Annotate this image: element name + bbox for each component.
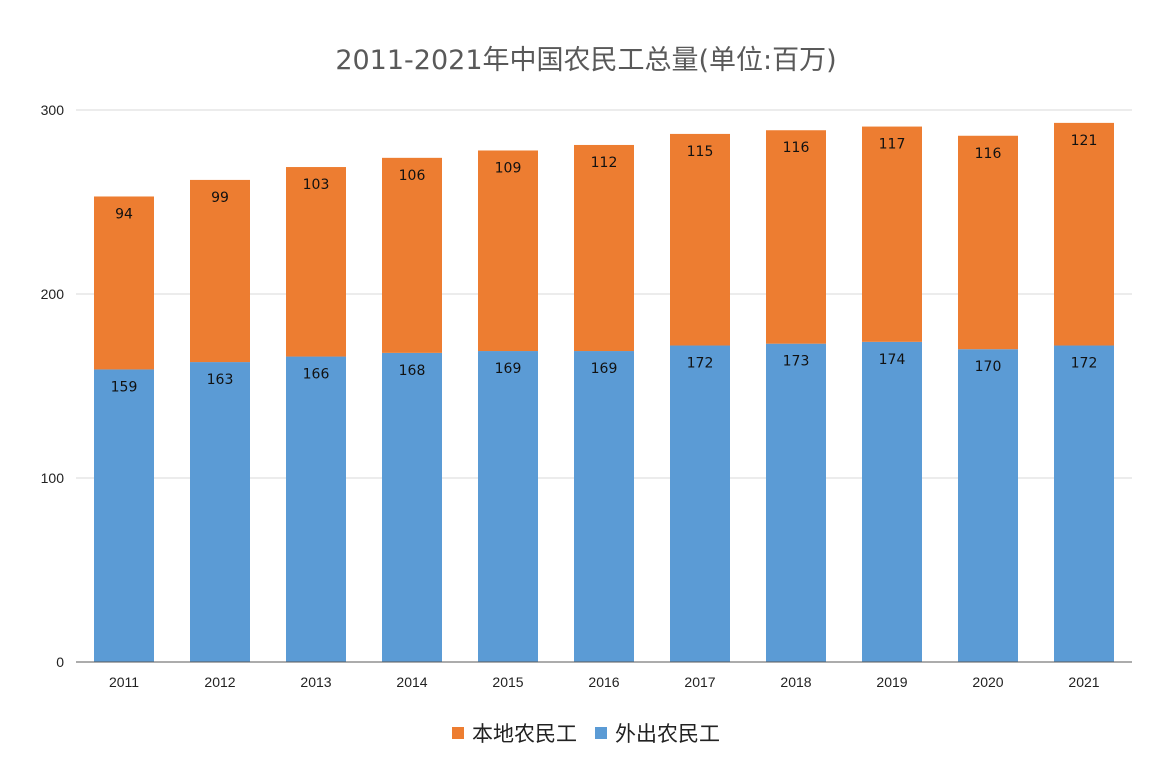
bar-migrant-2013: [286, 356, 346, 662]
data-label-migrant-2013: 166: [303, 367, 330, 383]
bar-local-2016: [574, 144, 634, 352]
chart-title: 2011-2021年中国农民工总量(单位:百万): [335, 45, 837, 76]
data-label-local-2019: 117: [879, 137, 906, 153]
x-tick-label-2019: 2019: [876, 674, 907, 690]
legend-item-migrant: 外出农民工: [595, 718, 720, 748]
legend-item-local: 本地农民工: [452, 718, 577, 748]
legend-label-local: 本地农民工: [472, 722, 577, 746]
x-tick-label-2021: 2021: [1068, 674, 1099, 690]
axes: 0 100 200 300 2011 2012 2013 2014 2015 2016 2017 20…: [41, 102, 1132, 690]
bar-migrant-2015: [478, 351, 538, 662]
bar-migrant-2020: [958, 349, 1018, 662]
bar-local-2020: [958, 135, 1018, 350]
bars: [94, 122, 1114, 662]
x-tick-label-2017: 2017: [684, 674, 715, 690]
bar-migrant-2014: [382, 352, 442, 662]
legend-swatch-migrant: [595, 727, 607, 739]
bar-migrant-2016: [574, 351, 634, 662]
data-label-migrant-2014: 168: [399, 363, 426, 379]
data-label-local-2017: 115: [687, 144, 714, 160]
data-label-migrant-2021: 172: [1071, 356, 1098, 372]
data-label-local-2016: 112: [591, 155, 618, 171]
bar-local-2011: [94, 196, 154, 370]
data-label-migrant-2017: 172: [687, 356, 714, 372]
data-label-migrant-2015: 169: [495, 361, 522, 377]
x-tick-label-2015: 2015: [492, 674, 523, 690]
data-label-local-2013: 103: [303, 177, 330, 193]
bar-migrant-2011: [94, 369, 154, 662]
bar-local-2013: [286, 167, 346, 357]
bar-migrant-2018: [766, 343, 826, 662]
legend: 本地农民工 外出农民工: [0, 718, 1172, 748]
bar-migrant-2012: [190, 362, 250, 662]
x-tick-label-2011: 2011: [109, 674, 139, 690]
data-label-local-2020: 116: [975, 146, 1002, 162]
data-label-migrant-2011: 159: [111, 379, 138, 395]
data-label-migrant-2019: 174: [879, 352, 906, 368]
x-tick-label-2013: 2013: [300, 674, 331, 690]
bar-local-2014: [382, 157, 442, 353]
data-label-local-2015: 109: [495, 160, 522, 176]
x-tick-label-2014: 2014: [396, 674, 427, 690]
x-tick-label-2012: 2012: [204, 674, 235, 690]
bar-migrant-2019: [862, 341, 922, 662]
data-label-migrant-2012: 163: [207, 372, 234, 388]
bar-local-2012: [190, 179, 250, 363]
x-tick-label-2018: 2018: [780, 674, 811, 690]
bar-local-2019: [862, 126, 922, 342]
bar-local-2017: [670, 133, 730, 346]
y-tick-label-200: 200: [41, 286, 65, 302]
bar-local-2015: [478, 150, 538, 352]
data-labels: 159 94 163 99 166 103 168 106 169 109 169 112 172 115…: [111, 133, 1098, 396]
bar-migrant-2021: [1054, 345, 1114, 662]
y-tick-label-300: 300: [41, 102, 65, 118]
data-label-migrant-2016: 169: [591, 361, 618, 377]
data-label-migrant-2020: 170: [975, 359, 1002, 375]
y-tick-label-100: 100: [41, 470, 65, 486]
data-label-local-2018: 116: [783, 140, 810, 156]
data-label-migrant-2018: 173: [783, 354, 810, 370]
data-label-local-2012: 99: [211, 190, 229, 206]
bar-local-2021: [1054, 122, 1114, 346]
x-tick-label-2020: 2020: [972, 674, 1003, 690]
data-label-local-2011: 94: [115, 206, 133, 222]
data-label-local-2014: 106: [399, 168, 426, 184]
bar-local-2018: [766, 130, 826, 344]
data-label-local-2021: 121: [1071, 133, 1098, 149]
bar-migrant-2017: [670, 345, 730, 662]
x-tick-label-2016: 2016: [588, 674, 619, 690]
legend-label-migrant: 外出农民工: [615, 722, 720, 746]
legend-swatch-local: [452, 727, 464, 739]
y-tick-label-0: 0: [56, 654, 64, 670]
